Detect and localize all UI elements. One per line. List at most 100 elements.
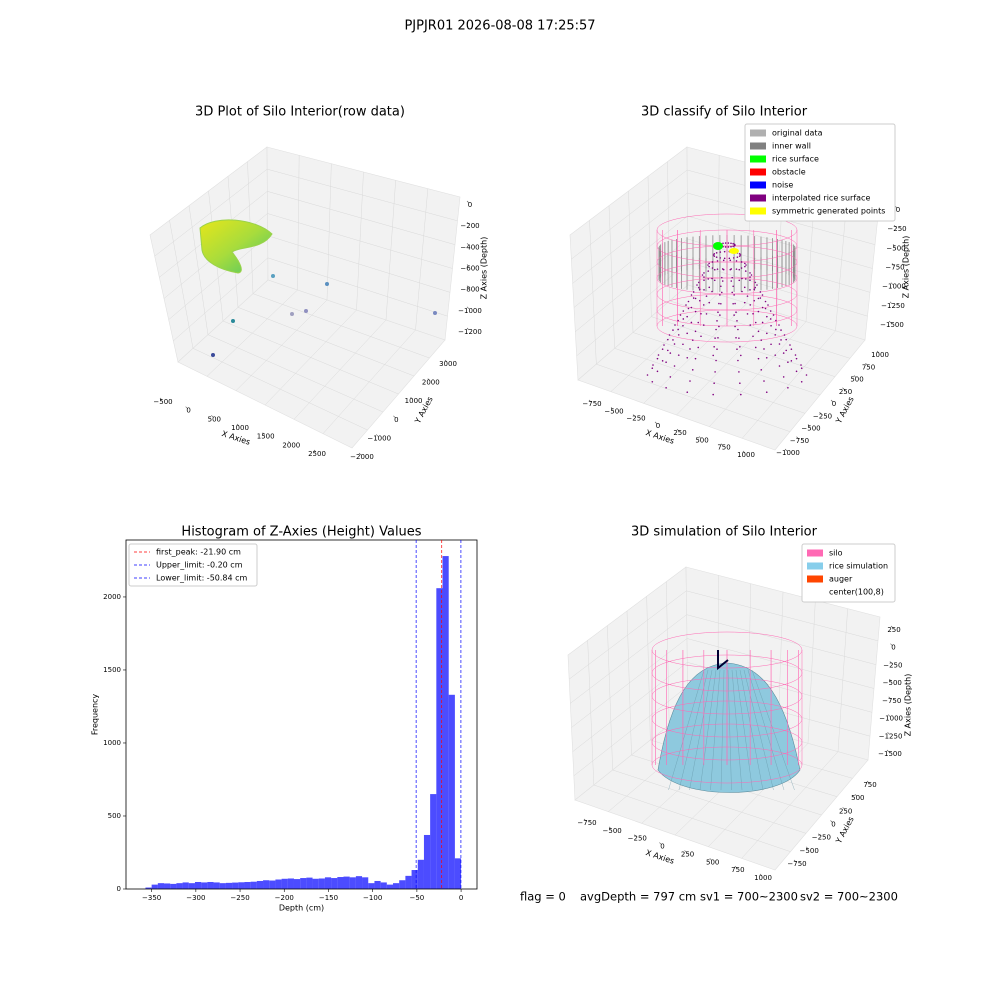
interpolated-point — [713, 382, 715, 384]
interpolated-point — [713, 346, 715, 348]
z-axis-label: Z Axies (Depth) — [904, 674, 913, 737]
y-axis-label: Y Axies — [834, 815, 856, 846]
interpolated-point — [732, 285, 734, 287]
bar — [424, 835, 430, 889]
y-axis-label: Y Axies — [834, 395, 856, 426]
interpolated-point — [703, 324, 705, 326]
interpolated-point — [728, 242, 730, 244]
z-tick-label: −500 — [883, 679, 902, 687]
y-tick-label: 1000 — [871, 351, 889, 359]
legend-label: silo — [829, 549, 843, 558]
y-tick-label: 1000 — [103, 739, 121, 747]
y-axis-label: Frequency — [91, 694, 100, 736]
interpolated-point — [780, 339, 782, 341]
legend-label: noise — [772, 181, 793, 190]
bar — [313, 879, 319, 889]
interpolated-point — [719, 294, 721, 296]
interpolated-point — [753, 300, 755, 302]
interpolated-point — [703, 272, 705, 274]
legend-label: auger — [829, 575, 853, 584]
interpolated-point — [765, 301, 767, 303]
interpolated-point — [744, 266, 746, 268]
x-tick-label: 1000 — [737, 451, 755, 459]
x-tick-label: −500 — [603, 827, 622, 835]
interpolated-point — [692, 369, 694, 371]
point — [290, 312, 294, 316]
interpolated-point — [699, 288, 701, 290]
legend-label: interpolated rice surface — [772, 194, 870, 203]
bar — [368, 883, 374, 889]
bar — [152, 885, 158, 889]
x-tick-label: 2000 — [282, 441, 300, 449]
bar — [275, 880, 281, 889]
interpolated-point — [717, 268, 719, 270]
status-text: flag = 0 — [520, 890, 566, 904]
interpolated-point — [733, 257, 735, 259]
interpolated-point — [749, 304, 751, 306]
x-axis-label: Depth (cm) — [279, 904, 324, 913]
legend-label: rice simulation — [829, 562, 888, 571]
interpolated-point — [732, 243, 734, 245]
x-tick-label: −150 — [319, 894, 338, 902]
interpolated-point — [670, 376, 672, 378]
x-tick-label: 0 — [656, 422, 660, 430]
interpolated-point — [707, 264, 709, 266]
z-tick-label: −800 — [460, 286, 479, 294]
interpolated-point — [672, 329, 674, 331]
interpolated-point — [720, 285, 722, 287]
interpolated-point — [741, 261, 743, 263]
interpolated-point — [647, 374, 649, 376]
z-tick-label: −1500 — [878, 750, 902, 758]
interpolated-point — [736, 320, 738, 322]
interpolated-point — [732, 303, 734, 305]
x-tick-label: 0 — [660, 843, 664, 851]
bar — [201, 882, 207, 889]
interpolated-point — [712, 394, 714, 396]
x-tick-label: 1000 — [754, 874, 772, 882]
x-tick-label: 750 — [731, 866, 744, 874]
interpolated-point — [758, 331, 760, 333]
interpolated-point — [725, 242, 727, 244]
y-tick-label: −250 — [813, 412, 832, 420]
point — [433, 311, 437, 315]
interpolated-point — [773, 314, 775, 316]
interpolated-point — [691, 294, 693, 296]
interpolated-point — [751, 274, 753, 276]
interpolated-point — [691, 307, 693, 309]
bar — [356, 876, 362, 889]
interpolated-point — [734, 245, 736, 247]
interpolated-point — [674, 365, 676, 367]
z-tick-label: −750 — [882, 697, 901, 705]
interpolated-point — [714, 371, 716, 373]
z-tick-label: 0 — [896, 206, 900, 214]
bar — [300, 878, 306, 889]
interpolated-point — [775, 329, 777, 331]
interpolated-point — [712, 261, 714, 263]
y-tick-label: 500 — [108, 812, 121, 820]
chart-title: Histogram of Z-Axies (Height) Values — [181, 525, 421, 540]
interpolated-point — [686, 333, 688, 335]
interpolated-point — [708, 302, 710, 304]
y-tick-label: 250 — [839, 807, 852, 815]
status-text: sv1 = 700~2300 — [700, 890, 798, 904]
z-tick-label: −1250 — [879, 732, 903, 740]
interpolated-point — [697, 322, 699, 324]
legend-label: inner wall — [772, 142, 811, 151]
interpolated-point — [791, 360, 793, 362]
bar — [263, 880, 269, 889]
interpolated-point — [651, 367, 653, 369]
interpolated-point — [738, 280, 740, 282]
interpolated-point — [766, 357, 768, 359]
y-tick-label: 1000 — [405, 397, 423, 405]
y-tick-label: 750 — [863, 781, 876, 789]
bar — [220, 883, 226, 889]
bar — [226, 883, 232, 889]
interpolated-point — [708, 263, 710, 265]
interpolated-point — [652, 364, 654, 366]
interpolated-point — [736, 268, 738, 270]
interpolated-point — [744, 302, 746, 304]
interpolated-point — [737, 360, 739, 362]
bar — [164, 883, 170, 889]
bar — [362, 877, 368, 889]
interpolated-point — [698, 282, 700, 284]
